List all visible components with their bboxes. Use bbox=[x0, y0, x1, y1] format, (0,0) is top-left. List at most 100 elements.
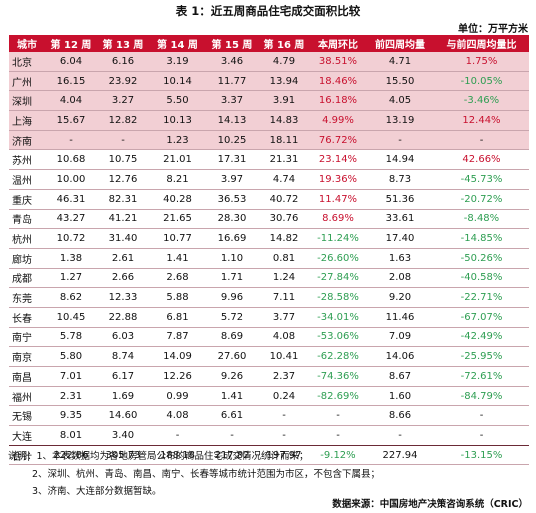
wow-cell: -11.24% bbox=[317, 233, 359, 245]
avg4-cell: 2.08 bbox=[388, 272, 412, 284]
week14-cell: 5.88 bbox=[166, 292, 189, 304]
city-cell: 福州 bbox=[12, 392, 32, 404]
week14-cell: - bbox=[175, 429, 180, 441]
week12-cell: 16.15 bbox=[45, 71, 97, 91]
week16-cell: 4.74 bbox=[272, 173, 296, 185]
city-cell: 廊坊 bbox=[12, 254, 32, 266]
week12-cell: - bbox=[45, 130, 97, 150]
wow-cell: -82.69% bbox=[317, 390, 359, 402]
week15-cell: - bbox=[230, 429, 234, 441]
avg4-cell: 14.06 bbox=[385, 351, 415, 363]
avg4-cell: 9.20 bbox=[388, 292, 412, 304]
week14-cell: 188.18 bbox=[149, 444, 206, 465]
week14-cell: 1.41 bbox=[166, 252, 189, 264]
table-row: 青岛 43.27 41.21 21.65 28.30 30.76 8.69% 33.61 -8.… bbox=[9, 209, 529, 229]
vs-avg-cell: -42.49% bbox=[460, 331, 503, 343]
week12-cell: 4.04 bbox=[45, 90, 97, 111]
week16-cell: 13.94 bbox=[258, 71, 310, 91]
avg4-cell: 51.36 bbox=[385, 193, 415, 205]
week13-cell: 305.73 bbox=[97, 444, 149, 465]
week13-cell: 82.31 bbox=[108, 193, 138, 205]
wow-cell: 16.18% bbox=[310, 90, 366, 111]
city-cell: 青岛 bbox=[12, 215, 32, 227]
wow-cell: 8.69% bbox=[322, 213, 354, 225]
city-cell: 南宁 bbox=[12, 333, 32, 345]
avg4-cell: 8.67 bbox=[388, 370, 412, 382]
week15-cell: 11.77 bbox=[206, 71, 258, 91]
week12-cell: 5.80 bbox=[59, 351, 83, 363]
vs-avg-cell: -22.71% bbox=[460, 292, 503, 304]
vs-avg-cell: -25.95% bbox=[460, 351, 503, 363]
avg4-cell: 11.46 bbox=[385, 311, 415, 323]
week15-cell: 6.61 bbox=[220, 410, 244, 422]
week16-cell: 2.37 bbox=[272, 370, 296, 382]
table-header: 城市 第 12 周 第 13 周 第 14 周 第 15 周 第 16 周 本周… bbox=[9, 35, 529, 52]
wow-cell: 38.51% bbox=[310, 52, 366, 72]
week15-cell: 36.53 bbox=[217, 193, 247, 205]
wow-cell: -9.12% bbox=[310, 444, 366, 465]
city-cell: 长春 bbox=[12, 313, 32, 325]
week13-cell: 6.03 bbox=[111, 331, 135, 343]
vs-avg-cell: -50.26% bbox=[460, 252, 503, 264]
table-row: 廊坊 1.38 2.61 1.41 1.10 0.81 -26.60% 1.63 -50.26% bbox=[9, 248, 529, 269]
week15-cell: 3.97 bbox=[220, 173, 244, 185]
week12-cell: 1.38 bbox=[59, 252, 83, 264]
avg4-cell: 8.66 bbox=[388, 410, 412, 422]
city-cell: 北京 bbox=[9, 52, 45, 72]
header-city: 城市 bbox=[9, 35, 45, 52]
wow-cell: 19.36% bbox=[318, 173, 358, 185]
city-cell: 合计 bbox=[9, 444, 45, 465]
wow-cell: - bbox=[336, 410, 340, 422]
week13-cell: 2.66 bbox=[111, 272, 135, 284]
header-week15: 第 15 周 bbox=[206, 35, 258, 52]
vs-avg-cell: 1.75% bbox=[434, 52, 529, 72]
city-cell: 东莞 bbox=[12, 294, 32, 306]
table-row: 南昌 7.01 6.17 12.26 9.26 2.37 -74.36% 8.67 -72.61… bbox=[9, 367, 529, 387]
vs-avg-cell: - bbox=[479, 410, 484, 422]
wow-cell: -53.06% bbox=[317, 331, 359, 343]
week16-cell: 0.24 bbox=[272, 390, 296, 402]
week12-cell: 43.27 bbox=[56, 213, 86, 225]
note-1: 说明：1、本表数据均为各地房管局公布的商品住宅成交情况统计而来； bbox=[8, 451, 309, 462]
header-week16: 第 16 周 bbox=[258, 35, 310, 52]
vs-avg-cell: -67.07% bbox=[460, 311, 503, 323]
vs-avg-cell: - bbox=[479, 429, 484, 441]
table-row: 广州 16.15 23.92 10.14 11.77 13.94 18.46% 15.50 -1… bbox=[9, 71, 529, 91]
table-row: 成都 1.27 2.66 2.68 1.71 1.24 -27.84% 2.08 -40.58% bbox=[9, 268, 529, 288]
table-row: 上海 15.67 12.82 10.13 14.13 14.83 4.99% 13.19 12.… bbox=[9, 110, 529, 131]
week14-cell: 3.19 bbox=[149, 52, 206, 72]
week13-cell: 12.33 bbox=[108, 292, 138, 304]
wow-cell: -74.36% bbox=[317, 370, 359, 382]
week13-cell: 6.16 bbox=[97, 52, 149, 72]
vs-avg-cell: -45.73% bbox=[460, 173, 503, 185]
vs-avg-cell: -84.79% bbox=[460, 390, 503, 402]
table-row: 东莞 8.62 12.33 5.88 9.96 7.11 -28.58% 9.20 -22.71… bbox=[9, 288, 529, 308]
week13-cell: 10.75 bbox=[108, 154, 138, 166]
city-cell: 广州 bbox=[9, 71, 45, 91]
week14-cell: 5.50 bbox=[149, 90, 206, 111]
week12-cell: 222.86 bbox=[45, 444, 97, 465]
table-row: 南京 5.80 8.74 14.09 27.60 10.41 -62.28% 14.06 -25… bbox=[9, 347, 529, 367]
week12-cell: 46.31 bbox=[56, 193, 86, 205]
vs-avg-cell: -40.58% bbox=[460, 272, 503, 284]
week15-cell: 9.26 bbox=[220, 370, 244, 382]
week15-cell: 3.37 bbox=[206, 90, 258, 111]
week14-cell: 2.68 bbox=[166, 272, 189, 284]
city-cell: 苏州 bbox=[12, 156, 32, 168]
city-cell: 杭州 bbox=[12, 235, 32, 247]
week14-cell: 7.87 bbox=[166, 331, 189, 343]
city-cell: 温州 bbox=[12, 175, 32, 187]
week15-cell: 28.30 bbox=[217, 213, 247, 225]
week16-cell: - bbox=[282, 429, 286, 441]
table-row: 大连 8.01 3.40 - - - - - - bbox=[9, 426, 529, 446]
week12-cell: 1.27 bbox=[59, 272, 83, 284]
vs-avg-cell: - bbox=[434, 130, 529, 150]
wow-cell: 23.14% bbox=[318, 154, 358, 166]
week15-cell: 14.13 bbox=[206, 110, 258, 131]
week15-cell: 8.69 bbox=[220, 331, 244, 343]
week12-cell: 5.78 bbox=[59, 331, 83, 343]
city-cell: 上海 bbox=[9, 110, 45, 131]
avg4-cell: 17.40 bbox=[385, 233, 415, 245]
week16-cell: 7.11 bbox=[272, 292, 296, 304]
vs-avg-cell: -13.15% bbox=[434, 444, 529, 465]
